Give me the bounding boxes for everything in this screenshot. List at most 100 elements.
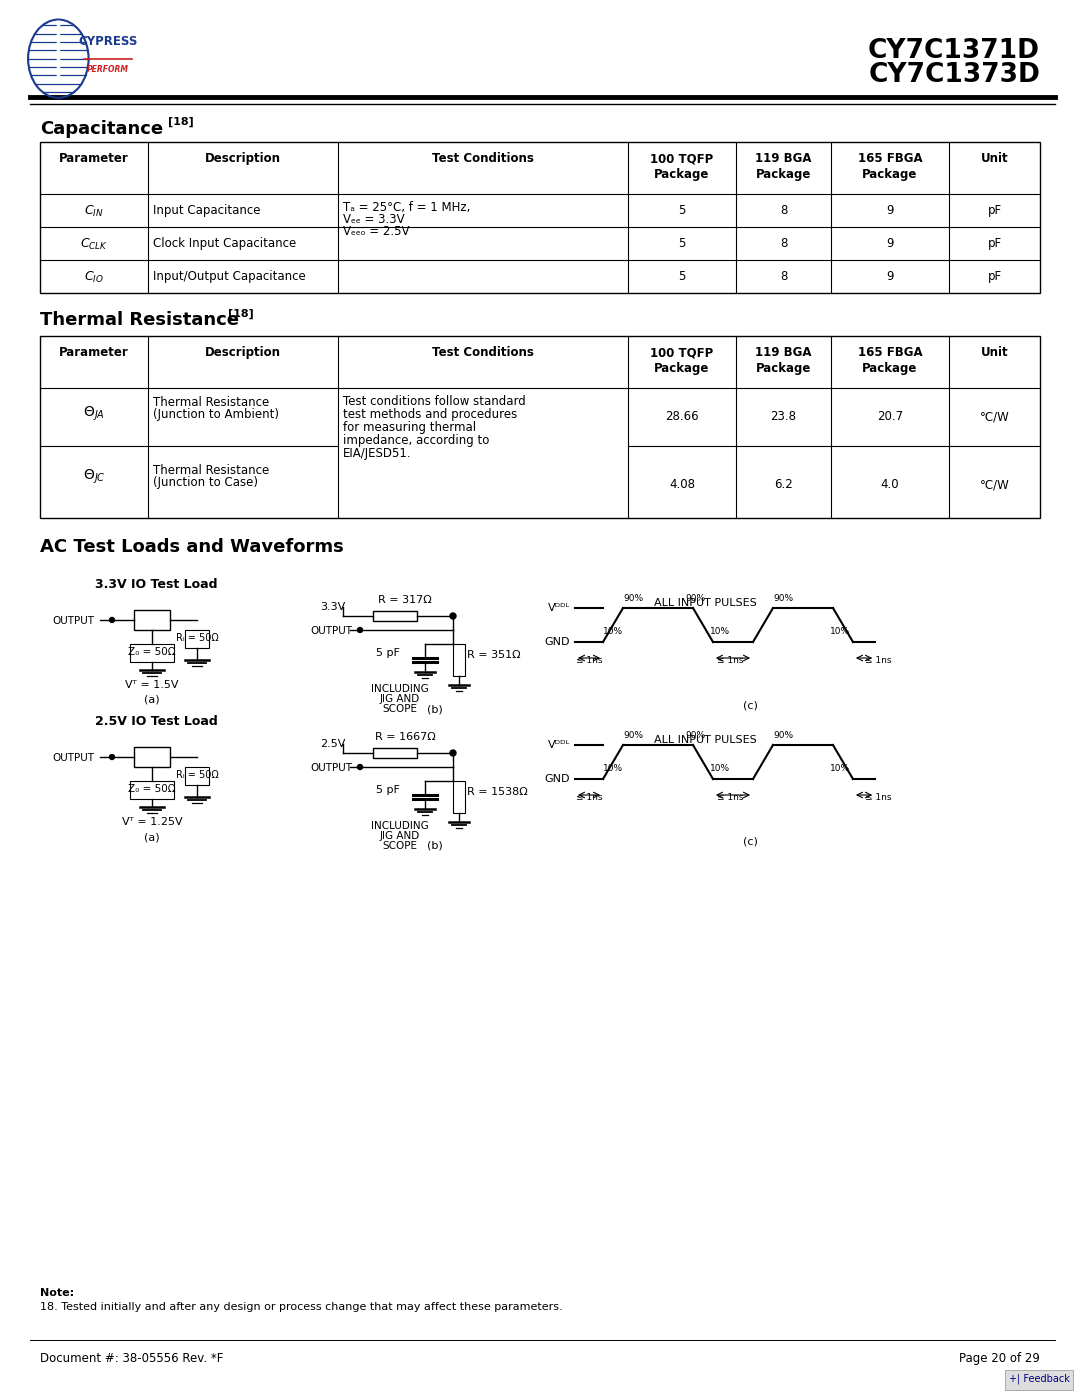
Text: $C_{IO}$: $C_{IO}$ [84, 270, 104, 285]
Text: (a): (a) [145, 833, 160, 842]
Text: 5 pF: 5 pF [376, 785, 400, 795]
Text: Rₗ = 50Ω: Rₗ = 50Ω [176, 770, 218, 780]
Bar [185, 630, 210, 648]
Text: 2.5V IO Test Load: 2.5V IO Test Load [95, 715, 218, 728]
Text: pF: pF [987, 237, 1001, 250]
Text: 10%: 10% [603, 764, 623, 773]
Text: OUTPUT: OUTPUT [52, 753, 94, 763]
Text: R = 351Ω: R = 351Ω [467, 650, 521, 659]
Text: Package: Package [654, 168, 710, 182]
Text: (Junction to Case): (Junction to Case) [153, 476, 258, 489]
Text: $\Theta_{JC}$: $\Theta_{JC}$ [83, 468, 106, 486]
Text: Test Conditions: Test Conditions [432, 346, 534, 359]
Text: R = 1538Ω: R = 1538Ω [467, 787, 528, 798]
Text: Vᵀ = 1.5V: Vᵀ = 1.5V [125, 680, 179, 690]
Text: (b): (b) [427, 704, 443, 714]
Bar [134, 610, 170, 630]
Text: Vᴰᴰᴸ: Vᴰᴰᴸ [548, 604, 570, 613]
Text: ALL INPUT PULSES: ALL INPUT PULSES [653, 735, 756, 745]
Text: impedance, according to: impedance, according to [343, 434, 489, 447]
Text: Input/Output Capacitance: Input/Output Capacitance [153, 270, 306, 284]
Text: Package: Package [756, 168, 811, 182]
Text: 18. Tested initially and after any design or process change that may affect thes: 18. Tested initially and after any desig… [40, 1302, 563, 1312]
Text: INCLUDING: INCLUDING [372, 821, 429, 831]
Text: Test conditions follow standard: Test conditions follow standard [343, 395, 526, 408]
Text: ≤ 1ns: ≤ 1ns [576, 793, 603, 802]
Text: 23.8: 23.8 [770, 409, 797, 423]
Text: 4.08: 4.08 [669, 478, 696, 490]
Text: 90%: 90% [773, 594, 793, 604]
Text: 9: 9 [887, 270, 894, 284]
Text: 9: 9 [887, 237, 894, 250]
Circle shape [450, 750, 456, 756]
Text: Input Capacitance: Input Capacitance [153, 204, 260, 217]
Text: °C/W: °C/W [980, 409, 1010, 423]
Text: Vₑₑₒ = 2.5V: Vₑₑₒ = 2.5V [343, 225, 409, 237]
Text: Thermal Resistance: Thermal Resistance [40, 312, 239, 330]
Text: for measuring thermal: for measuring thermal [343, 420, 476, 434]
Circle shape [109, 617, 114, 623]
Text: CY7C1373D: CY7C1373D [868, 61, 1040, 88]
Text: Thermal Resistance: Thermal Resistance [153, 395, 269, 409]
Text: ≤ 1ns: ≤ 1ns [717, 657, 743, 665]
Text: Description: Description [205, 152, 281, 165]
Text: GND: GND [544, 637, 570, 647]
Text: $\Theta_{JA}$: $\Theta_{JA}$ [83, 405, 105, 423]
Text: AC Test Loads and Waveforms: AC Test Loads and Waveforms [40, 538, 343, 556]
Text: Thermal Resistance: Thermal Resistance [153, 464, 269, 476]
Text: Description: Description [205, 346, 281, 359]
Text: Parameter: Parameter [59, 152, 129, 165]
Text: Vₑₑ = 3.3V: Vₑₑ = 3.3V [343, 212, 405, 226]
Text: ≤ 1ns: ≤ 1ns [865, 793, 891, 802]
Circle shape [109, 754, 114, 760]
Bar [1005, 1370, 1074, 1390]
Text: 119 BGA: 119 BGA [755, 346, 812, 359]
Text: Vᵀ = 1.25V: Vᵀ = 1.25V [122, 817, 183, 827]
Text: 10%: 10% [831, 764, 850, 773]
Bar [134, 747, 170, 767]
Text: Unit: Unit [981, 346, 1009, 359]
Bar [373, 610, 417, 622]
Text: Tₐ = 25°C, f = 1 MHz,: Tₐ = 25°C, f = 1 MHz, [343, 201, 471, 214]
Text: Package: Package [862, 168, 918, 182]
Text: 3.3V IO Test Load: 3.3V IO Test Load [95, 578, 217, 591]
Text: 6.2: 6.2 [774, 478, 793, 490]
Text: R = 1667Ω: R = 1667Ω [375, 732, 435, 742]
Text: 10%: 10% [710, 764, 730, 773]
Text: 10%: 10% [831, 627, 850, 636]
Text: Capacitance: Capacitance [40, 120, 163, 138]
Bar [453, 781, 465, 813]
Text: [18]: [18] [228, 309, 254, 320]
Text: OUTPUT: OUTPUT [310, 763, 352, 773]
Text: R = 317Ω: R = 317Ω [378, 595, 432, 605]
Text: 90%: 90% [773, 731, 793, 740]
Text: 100 TQFP: 100 TQFP [650, 346, 714, 359]
Text: 165 FBGA: 165 FBGA [858, 152, 922, 165]
Text: test methods and procedures: test methods and procedures [343, 408, 517, 420]
Text: ALL INPUT PULSES: ALL INPUT PULSES [653, 598, 756, 608]
Text: ≤ 1ns: ≤ 1ns [717, 793, 743, 802]
Text: $C_{IN}$: $C_{IN}$ [84, 204, 104, 218]
Text: Page 20 of 29: Page 20 of 29 [959, 1352, 1040, 1365]
Text: (Junction to Ambient): (Junction to Ambient) [153, 408, 279, 420]
Circle shape [357, 627, 363, 633]
Text: Rₗ = 50Ω: Rₗ = 50Ω [176, 633, 218, 643]
Text: CY7C1371D: CY7C1371D [868, 38, 1040, 64]
Circle shape [357, 764, 363, 770]
Bar [453, 644, 465, 676]
Text: 4.0: 4.0 [880, 478, 900, 490]
Text: CYPRESS: CYPRESS [79, 35, 137, 49]
Text: Test Conditions: Test Conditions [432, 152, 534, 165]
Text: 100 TQFP: 100 TQFP [650, 152, 714, 165]
Text: Z₀ = 50Ω: Z₀ = 50Ω [129, 647, 176, 657]
Text: GND: GND [544, 774, 570, 784]
Text: Parameter: Parameter [59, 346, 129, 359]
Text: pF: pF [987, 204, 1001, 217]
Text: Clock Input Capacitance: Clock Input Capacitance [153, 237, 296, 250]
Text: Package: Package [654, 362, 710, 374]
Text: (c): (c) [743, 837, 757, 847]
Text: 90%: 90% [685, 594, 705, 604]
Text: 119 BGA: 119 BGA [755, 152, 812, 165]
Text: $C_{CLK}$: $C_{CLK}$ [80, 236, 108, 251]
Bar [185, 767, 210, 785]
